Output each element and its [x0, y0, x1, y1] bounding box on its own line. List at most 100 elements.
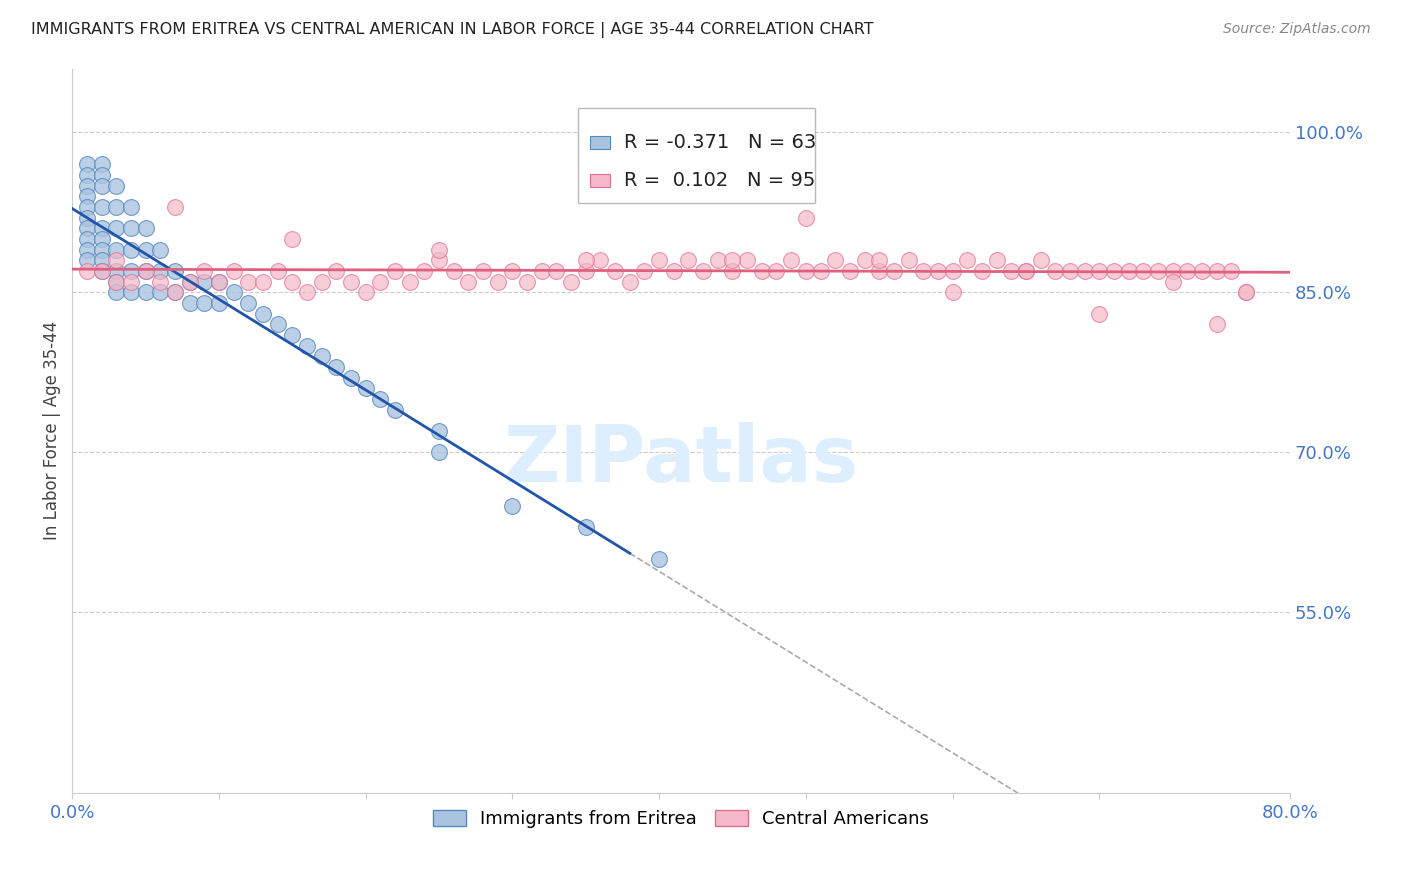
Point: [76, 189, 98, 203]
FancyBboxPatch shape: [578, 109, 815, 202]
Point: [765, 264, 787, 278]
Point: [735, 253, 758, 268]
Point: [90, 264, 112, 278]
Point: [824, 253, 846, 268]
Point: [354, 285, 377, 300]
Point: [208, 296, 231, 310]
Point: [868, 264, 890, 278]
Point: [120, 264, 142, 278]
Point: [1045, 264, 1067, 278]
Point: [1118, 264, 1140, 278]
Point: [76, 157, 98, 171]
Point: [1073, 264, 1095, 278]
Point: [149, 243, 172, 257]
Point: [1029, 253, 1052, 268]
Point: [76, 221, 98, 235]
Point: [90, 232, 112, 246]
Point: [1015, 264, 1038, 278]
Point: [1088, 264, 1111, 278]
Point: [575, 253, 598, 268]
Point: [912, 264, 935, 278]
Point: [427, 253, 450, 268]
Point: [648, 168, 671, 182]
Point: [589, 253, 612, 268]
Point: [163, 285, 186, 300]
Point: [193, 275, 215, 289]
Point: [897, 253, 920, 268]
Legend: Immigrants from Eritrea, Central Americans: Immigrants from Eritrea, Central America…: [426, 802, 936, 835]
Point: [1059, 264, 1081, 278]
Point: [120, 243, 142, 257]
Point: [105, 221, 128, 235]
Point: [238, 296, 260, 310]
Point: [575, 264, 598, 278]
Point: [266, 264, 288, 278]
Point: [648, 253, 671, 268]
Point: [120, 221, 142, 235]
Point: [486, 275, 509, 289]
Point: [90, 168, 112, 182]
Point: [179, 296, 201, 310]
Point: [501, 499, 523, 513]
Point: [794, 264, 817, 278]
Point: [135, 264, 157, 278]
Point: [721, 253, 744, 268]
Point: [208, 275, 231, 289]
Point: [457, 275, 479, 289]
Point: [794, 211, 817, 225]
Point: [398, 275, 420, 289]
Point: [281, 232, 304, 246]
Point: [222, 264, 245, 278]
Point: [105, 178, 128, 193]
Point: [163, 285, 186, 300]
Point: [678, 253, 700, 268]
Point: [472, 264, 495, 278]
Point: [76, 243, 98, 257]
Point: [252, 275, 274, 289]
Point: [340, 275, 363, 289]
Point: [633, 264, 655, 278]
Point: [619, 275, 641, 289]
Y-axis label: In Labor Force | Age 35-44: In Labor Force | Age 35-44: [44, 321, 60, 541]
Point: [575, 520, 598, 534]
Point: [560, 275, 582, 289]
Point: [1191, 264, 1213, 278]
Point: [149, 275, 172, 289]
Point: [90, 243, 112, 257]
Point: [1161, 275, 1184, 289]
Point: [76, 200, 98, 214]
Point: [648, 552, 671, 566]
Point: [311, 349, 333, 363]
Point: [838, 264, 860, 278]
Point: [751, 264, 773, 278]
Point: [986, 253, 1008, 268]
Point: [1102, 264, 1125, 278]
FancyBboxPatch shape: [589, 136, 610, 149]
Point: [325, 359, 347, 374]
Point: [325, 264, 347, 278]
Point: [941, 264, 963, 278]
Point: [90, 200, 112, 214]
Point: [76, 178, 98, 193]
Point: [927, 264, 949, 278]
Point: [692, 264, 714, 278]
Point: [1015, 264, 1038, 278]
FancyBboxPatch shape: [589, 174, 610, 187]
Point: [179, 275, 201, 289]
Point: [222, 285, 245, 300]
Point: [868, 253, 890, 268]
Point: [1147, 264, 1170, 278]
Point: [384, 402, 406, 417]
Point: [1220, 264, 1243, 278]
Point: [90, 253, 112, 268]
Point: [780, 253, 803, 268]
Point: [105, 275, 128, 289]
Point: [76, 232, 98, 246]
Point: [238, 275, 260, 289]
Text: R = -0.371   N = 63: R = -0.371 N = 63: [624, 133, 815, 152]
Point: [135, 285, 157, 300]
Point: [266, 318, 288, 332]
Point: [501, 264, 523, 278]
Point: [311, 275, 333, 289]
Point: [427, 243, 450, 257]
